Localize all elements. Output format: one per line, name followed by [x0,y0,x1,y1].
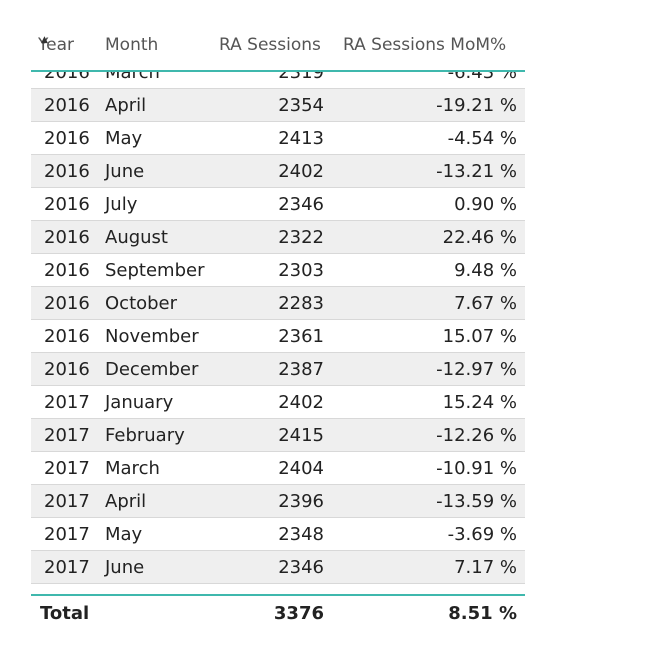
cell-year: 2016 [44,161,90,182]
cell-year: 2017 [44,557,90,578]
column-header-ra-sessions[interactable]: RA Sessions [219,35,321,55]
cell-month: December [105,359,199,380]
cell-year: 2017 [44,458,90,479]
cell-ra-sessions-mom: -4.54 % [447,128,517,149]
sort-ascending-icon[interactable]: ▲ [41,35,48,45]
cell-month: July [105,194,138,215]
table-body[interactable]: 2016 March 2319 -6.43 % 2016 April 2354 -19.21 … [31,72,525,590]
table-row[interactable]: 2016 May 2413 -4.54 % [31,122,525,155]
data-table: Year ▲ Month RA Sessions RA Sessions MoM… [31,30,525,624]
total-label: Total [40,603,90,624]
cell-month: November [105,326,199,347]
cell-ra-sessions: 2396 [278,491,324,512]
table-header: Year ▲ Month RA Sessions RA Sessions MoM… [31,30,525,70]
cell-month: June [105,557,145,578]
cell-year: 2017 [44,491,90,512]
cell-ra-sessions-mom: 7.17 % [454,557,517,578]
cell-ra-sessions-mom: 7.67 % [454,293,517,314]
cell-year: 2016 [44,293,90,314]
cell-month: June [105,161,145,182]
cell-month: April [105,491,147,512]
table-row[interactable]: 2016 March 2319 -6.43 % [31,72,525,89]
header-divider [31,70,525,72]
column-header-year[interactable]: Year [38,35,74,55]
cell-year: 2016 [44,128,90,149]
cell-ra-sessions-mom: -13.21 % [436,161,517,182]
cell-year: 2016 [44,194,90,215]
table-row[interactable]: 2016 July 2346 0.90 % [31,188,525,221]
cell-month: January [105,392,174,413]
cell-year: 2017 [44,524,90,545]
cell-ra-sessions-mom: -6.43 % [447,72,517,83]
table-row[interactable]: 2017July23735.01 % [31,584,525,590]
cell-year: 2016 [44,260,90,281]
cell-year: 2016 [44,72,90,83]
total-mom: 8.51 % [448,603,517,624]
table-row[interactable]: 2016 June 2402 -13.21 % [31,155,525,188]
cell-ra-sessions-mom: 9.48 % [454,260,517,281]
cell-ra-sessions-mom: -3.69 % [447,524,517,545]
table-row[interactable]: 2017 April 2396 -13.59 % [31,485,525,518]
cell-ra-sessions: 2404 [278,458,324,479]
cell-ra-sessions: 2402 [278,161,324,182]
cell-ra-sessions-mom: 22.46 % [442,227,517,248]
cell-ra-sessions-mom: 15.07 % [442,326,517,347]
table-row[interactable]: 2017 May 2348 -3.69 % [31,518,525,551]
cell-month: May [105,524,143,545]
cell-ra-sessions: 2348 [278,524,324,545]
column-header-ra-sessions-mom[interactable]: RA Sessions MoM% [343,35,507,55]
cell-ra-sessions: 2283 [278,293,324,314]
table-row[interactable]: 2016 December 2387 -12.97 % [31,353,525,386]
cell-ra-sessions: 2413 [278,128,324,149]
cell-ra-sessions: 2322 [278,227,324,248]
cell-ra-sessions: 2346 [278,557,324,578]
column-header-month[interactable]: Month [105,35,159,55]
cell-month: May [105,128,143,149]
cell-month: August [105,227,168,248]
cell-month: March [105,458,160,479]
total-sessions: 3376 [273,603,324,624]
cell-year: 2016 [44,359,90,380]
cell-year: 2017 [44,425,90,446]
cell-ra-sessions-mom: 15.24 % [442,392,517,413]
cell-month: March [105,72,160,83]
cell-ra-sessions: 2361 [278,326,324,347]
cell-ra-sessions: 2319 [278,72,324,83]
cell-month: September [105,260,205,281]
cell-ra-sessions: 2303 [278,260,324,281]
cell-ra-sessions-mom: -10.91 % [436,458,517,479]
cell-ra-sessions: 2354 [278,95,324,116]
table-row[interactable]: 2017 March 2404 -10.91 % [31,452,525,485]
cell-year: 2017 [44,392,90,413]
cell-ra-sessions-mom: 0.90 % [454,194,517,215]
cell-ra-sessions-mom: -12.97 % [436,359,517,380]
cell-ra-sessions-mom: -19.21 % [436,95,517,116]
cell-ra-sessions: 2402 [278,392,324,413]
total-row: Total 3376 8.51 % [31,596,525,630]
cell-ra-sessions-mom: -12.26 % [436,425,517,446]
cell-year: 2016 [44,326,90,347]
total-divider [31,594,525,596]
table-row[interactable]: 2017 June 2346 7.17 % [31,551,525,584]
table-row[interactable]: 2016 October 2283 7.67 % [31,287,525,320]
table-row[interactable]: 2016 August 2322 22.46 % [31,221,525,254]
table-row[interactable]: 2016 April 2354 -19.21 % [31,89,525,122]
cell-year: 2016 [44,95,90,116]
cell-ra-sessions-mom: -13.59 % [436,491,517,512]
cell-ra-sessions: 2387 [278,359,324,380]
cell-year: 2016 [44,227,90,248]
table-row[interactable]: 2016 September 2303 9.48 % [31,254,525,287]
table-row[interactable]: 2016 November 2361 15.07 % [31,320,525,353]
cell-ra-sessions: 2415 [278,425,324,446]
table-row[interactable]: 2017 February 2415 -12.26 % [31,419,525,452]
cell-month: February [105,425,185,446]
cell-month: April [105,95,147,116]
cell-month: October [105,293,178,314]
table-row[interactable]: 2017 January 2402 15.24 % [31,386,525,419]
cell-ra-sessions: 2346 [278,194,324,215]
